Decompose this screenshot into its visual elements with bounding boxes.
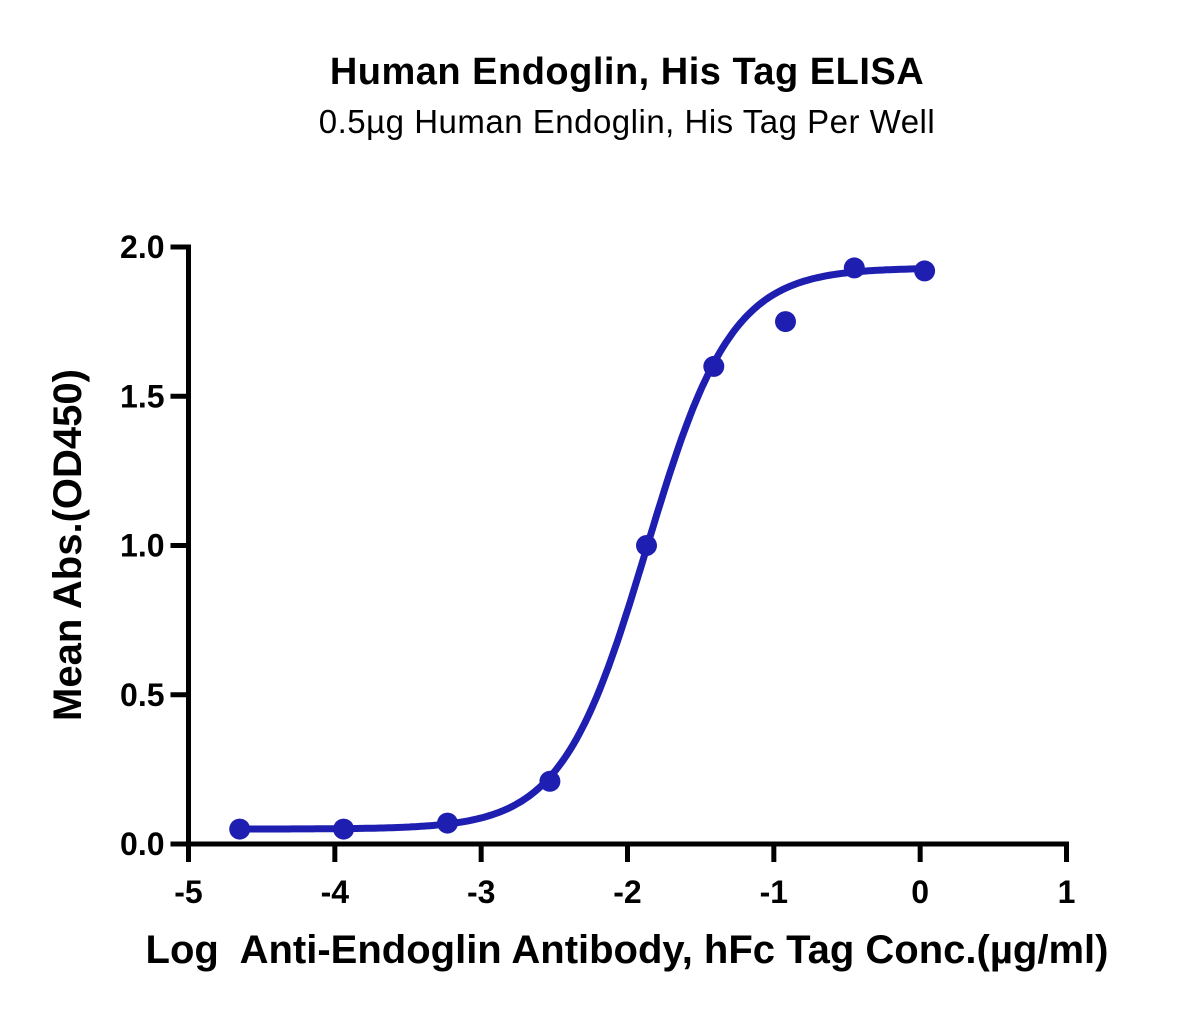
x-tick-label: 0	[911, 874, 929, 910]
data-point	[333, 818, 355, 840]
y-tick-label: 0.5	[120, 677, 164, 713]
y-tick-label: 1.5	[120, 378, 164, 414]
y-tick-label: 0.0	[120, 826, 164, 862]
data-point	[843, 257, 865, 279]
axes-layer: 0.0 0.5 1.0 1.5 2.0 -5 -4 -3 -2 -1 0 1	[120, 229, 1075, 910]
x-tick-label: 1	[1058, 874, 1076, 910]
y-tick-label: 1.0	[120, 528, 164, 564]
fit-curve	[236, 265, 929, 833]
data-series-layer	[229, 257, 936, 840]
y-tick-label: 2.0	[120, 229, 164, 265]
data-point	[539, 770, 561, 792]
data-point	[636, 535, 657, 556]
data-point	[703, 355, 725, 377]
x-tick-label: -5	[174, 874, 202, 910]
data-point	[437, 812, 458, 834]
data-point	[914, 260, 936, 282]
y-axis-title: Mean Abs.(OD450)	[46, 369, 90, 721]
x-tick-label: -3	[467, 874, 495, 910]
x-tick-label: -2	[613, 874, 641, 910]
x-tick-label: -4	[321, 874, 350, 910]
data-point	[775, 311, 796, 333]
x-tick-label: -1	[760, 874, 788, 910]
x-axis-title: Log Anti-Endoglin Antibody, hFc Tag Conc…	[146, 928, 1109, 972]
chart-title: Human Endoglin, His Tag ELISA	[330, 51, 924, 93]
data-point	[229, 818, 251, 840]
chart-subtitle: 0.5µg Human Endoglin, His Tag Per Well	[319, 103, 935, 140]
